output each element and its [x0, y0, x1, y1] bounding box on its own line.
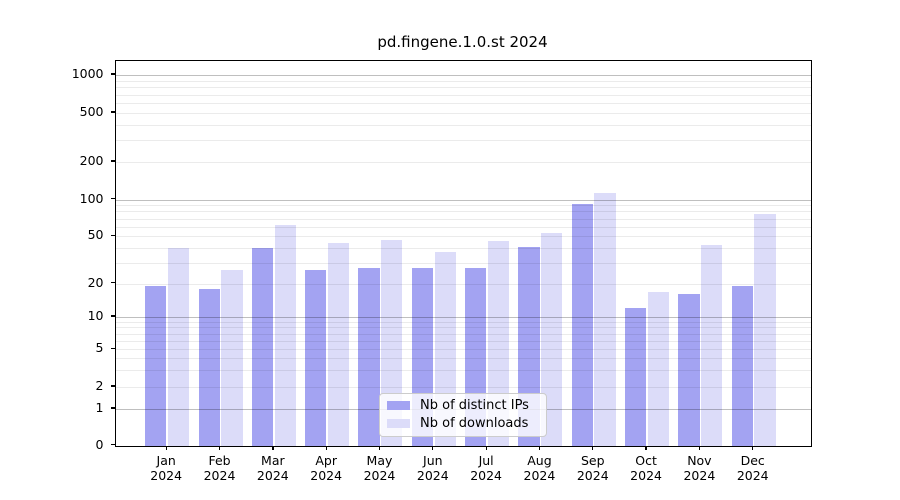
bar-feb-downloads — [221, 270, 243, 446]
bar-mar-distinct-ips — [251, 247, 274, 446]
y-tick-2 — [110, 385, 115, 387]
bar-dec-distinct-ips — [731, 286, 754, 446]
x-tick-nov — [698, 446, 701, 451]
bar-jan-downloads — [167, 247, 190, 446]
legend-item-downloads: Nb of downloads — [380, 416, 546, 431]
x-tick-label-jun: Jun 2024 — [416, 452, 449, 484]
y-tick-label-200: 200 — [79, 153, 104, 168]
legend-swatch-downloads — [387, 418, 410, 429]
y-tick-1000 — [110, 73, 115, 75]
x-tick-sep — [592, 446, 594, 451]
legend-label-downloads: Nb of downloads — [420, 416, 529, 432]
legend: Nb of distinct IPs Nb of downloads — [379, 392, 547, 437]
chart-title: pd.fingene.1.0.st 2024 — [377, 33, 548, 51]
bar-aug-downloads — [541, 233, 563, 446]
x-tick-label-may: May 2024 — [363, 452, 396, 484]
y-tick-label-500: 500 — [79, 104, 104, 119]
y-tick-label-1000: 1000 — [71, 66, 104, 81]
y-tick-200 — [110, 160, 115, 162]
y-tick-500 — [110, 111, 115, 113]
x-tick-feb — [218, 446, 221, 451]
y-tick-label-100: 100 — [79, 190, 104, 206]
x-tick-jun — [432, 446, 434, 451]
bar-nov-distinct-ips — [678, 294, 700, 446]
x-tick-jan — [165, 446, 167, 451]
y-tick-label-2: 2 — [95, 378, 104, 393]
bar-oct-distinct-ips — [625, 308, 647, 446]
x-tick-label-mar: Mar 2024 — [256, 452, 289, 484]
bar-apr-distinct-ips — [305, 270, 327, 446]
y-tick-label-0: 0 — [95, 436, 104, 452]
x-tick-label-oct: Oct 2024 — [630, 452, 662, 484]
y-tick-10 — [110, 315, 115, 317]
legend-item-distinct-ips: Nb of distinct IPs — [380, 398, 546, 413]
x-tick-jul — [485, 446, 487, 451]
x-tick-label-jan: Jan 2024 — [150, 452, 183, 484]
x-tick-label-feb: Feb 2024 — [203, 452, 236, 484]
bar-sep-distinct-ips — [571, 204, 594, 446]
y-tick-20 — [110, 282, 115, 284]
y-tick-label-50: 50 — [87, 227, 104, 243]
y-tick-label-5: 5 — [95, 340, 104, 356]
bar-dec-downloads — [754, 213, 776, 446]
bar-sep-downloads — [594, 193, 616, 446]
x-tick-label-dec: Dec 2024 — [736, 452, 769, 484]
legend-swatch-distinct-ips — [387, 400, 410, 411]
bar-oct-downloads — [647, 291, 670, 446]
y-tick-1 — [110, 407, 115, 409]
bar-jan-distinct-ips — [145, 286, 167, 446]
x-tick-may — [378, 446, 381, 451]
x-tick-label-apr: Apr 2024 — [310, 452, 343, 484]
y-tick-label-1: 1 — [95, 400, 104, 415]
x-tick-mar — [272, 446, 274, 451]
y-tick-0 — [110, 444, 115, 446]
y-tick-100 — [110, 198, 115, 200]
plot-area: Nb of distinct IPs Nb of downloads — [115, 59, 812, 447]
y-tick-label-20: 20 — [87, 274, 104, 290]
bar-nov-downloads — [701, 245, 723, 446]
x-tick-dec — [752, 446, 754, 451]
bar-mar-downloads — [274, 224, 296, 446]
x-tick-oct — [645, 446, 647, 451]
y-tick-5 — [110, 347, 115, 349]
bars-layer — [116, 61, 811, 446]
bar-may-distinct-ips — [358, 268, 380, 446]
x-tick-aug — [538, 446, 541, 451]
legend-label-distinct-ips: Nb of distinct IPs — [420, 397, 529, 413]
bar-apr-downloads — [327, 242, 350, 446]
x-tick-label-jul: Jul 2024 — [470, 452, 503, 484]
bar-feb-distinct-ips — [198, 288, 220, 446]
y-tick-50 — [110, 234, 115, 236]
x-tick-label-sep: Sep 2024 — [576, 452, 609, 484]
x-tick-label-nov: Nov 2024 — [683, 452, 716, 484]
x-tick-label-aug: Aug 2024 — [523, 452, 556, 484]
x-tick-apr — [325, 446, 327, 451]
y-tick-label-10: 10 — [87, 308, 104, 323]
